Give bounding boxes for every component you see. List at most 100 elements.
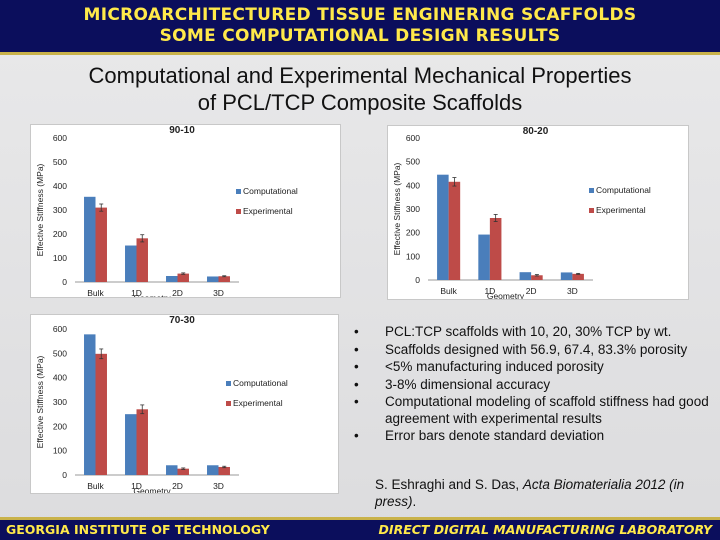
chart-70-30: 70-30 0 100 200 300 400 500 600 Effective Stiffn…: [35, 315, 288, 496]
bullet-marker: •: [354, 341, 359, 357]
bar-computational: [166, 276, 178, 282]
y-tick-label: 200: [406, 228, 420, 238]
citation-authors: S. Eshraghi and S. Das,: [375, 477, 523, 492]
legend-swatch: [226, 401, 231, 406]
slide-title-line-2: of PCL/TCP Composite Scaffolds: [197, 90, 523, 115]
bullet-item: • <5% manufacturing induced porosity: [340, 359, 710, 376]
bullet-marker: •: [354, 359, 359, 374]
bullet-marker: •: [354, 428, 359, 443]
y-tick-label: 0: [415, 275, 420, 285]
legend-swatch: [589, 188, 594, 193]
chart-title: 70-30: [169, 315, 195, 326]
bar-experimental: [95, 353, 107, 475]
x-tick-label: 2D: [172, 481, 183, 491]
slide-title-line-1: Computational and Experimental Mechanica…: [88, 63, 632, 88]
bullet-marker: •: [354, 394, 359, 409]
legend-label: Computational: [596, 185, 651, 195]
legend-swatch: [589, 208, 594, 213]
bar-computational: [84, 334, 96, 475]
x-tick-label: 1D: [131, 481, 142, 491]
legend-swatch: [236, 209, 241, 214]
bar-computational: [560, 272, 573, 280]
bar-experimental: [136, 409, 148, 475]
bullet-list: • PCL:TCP scaffolds with 10, 20, 30% TCP …: [340, 324, 710, 446]
bar-computational: [84, 196, 96, 282]
x-tick-label: Bulk: [440, 286, 457, 296]
y-tick-label: 0: [62, 470, 67, 480]
y-axis-label: Effective Stiffness (MPa): [35, 355, 45, 448]
y-tick-label: 300: [53, 397, 67, 407]
x-tick-label: Bulk: [87, 481, 104, 491]
footer-lab: DIRECT DIGITAL MANUFACTURING LABORATORY: [378, 522, 712, 537]
header-line-2: SOME COMPUTATIONAL DESIGN RESULTS: [159, 26, 561, 46]
bar-computational: [125, 245, 137, 282]
legend-label: Computational: [243, 186, 298, 196]
citation-end: .: [412, 494, 417, 509]
header-line-1: MICROARCHITECTURED TISSUE ENGINERING SCA…: [83, 5, 637, 25]
bar-experimental: [448, 181, 461, 280]
chart-panel-90-10: 90-10 0 100 200 300 400 500 600 Effective Stiffn…: [30, 124, 341, 303]
bar-experimental: [136, 238, 148, 282]
bar-computational: [207, 465, 219, 475]
bullet-text: 3-8% dimensional accuracy: [385, 376, 551, 392]
y-tick-label: 100: [53, 446, 67, 456]
citation-journal: Acta Biomaterialia 2012 (in press): [375, 477, 685, 509]
bullet-marker: •: [354, 324, 359, 339]
chart-title: 90-10: [169, 125, 195, 136]
y-tick-label: 600: [406, 133, 420, 143]
bullet-item: • Scaffolds designed with 56.9, 67.4, 83.…: [340, 342, 710, 359]
bullet-text: <5% manufacturing induced porosity: [385, 359, 604, 374]
bar-experimental: [218, 466, 230, 475]
bullet-text: PCL:TCP scaffolds with 10, 20, 30% TCP b…: [385, 324, 672, 339]
bar-experimental: [177, 468, 189, 475]
bullet-item: • 3-8% dimensional accuracy: [340, 377, 710, 394]
x-axis-label: Geometry: [133, 486, 171, 493]
y-tick-label: 0: [62, 277, 67, 287]
y-tick-label: 500: [406, 157, 420, 167]
bar-experimental: [218, 276, 230, 282]
chart-80-20: 80-20 0 100 200 300 400 500 600 Effective Stiffn…: [392, 126, 651, 301]
x-axis-label: Geometry: [133, 293, 171, 297]
bar-computational: [125, 414, 137, 475]
bar-experimental: [572, 273, 584, 280]
bar-computational: [207, 276, 219, 282]
x-tick-label: 3D: [567, 286, 578, 296]
y-tick-label: 300: [53, 205, 67, 215]
bullet-item: • Computational modeling of scaffold stif…: [340, 394, 710, 427]
footer-institution: GEORGIA INSTITUTE OF TECHNOLOGY: [6, 522, 270, 537]
bullet-text: Error bars denote standard deviation: [385, 428, 605, 443]
x-tick-label: Bulk: [87, 288, 104, 297]
x-tick-label: 1D: [131, 288, 142, 297]
bullet-text: Computational modeling of scaffold stiff…: [385, 394, 709, 426]
bullet-item: • PCL:TCP scaffolds with 10, 20, 30% TCP …: [340, 324, 710, 341]
bar-computational: [166, 465, 178, 475]
y-axis-label: Effective Stiffness (MPa): [392, 162, 402, 255]
bar-computational: [519, 272, 532, 280]
chart-panel-70-30: 70-30 0 100 200 300 400 500 600 Effective Stiffn…: [30, 314, 339, 496]
x-tick-label: 1D: [484, 286, 495, 296]
legend-label: Experimental: [233, 398, 283, 408]
header-banner: MICROARCHITECTURED TISSUE ENGINERING SCA…: [0, 0, 720, 55]
bullet-text: Scaffolds designed with 56.9, 67.4, 83.3…: [385, 341, 688, 357]
y-tick-label: 400: [53, 373, 67, 383]
y-tick-label: 200: [53, 421, 67, 431]
legend-label: Computational: [233, 378, 288, 388]
x-tick-label: 3D: [213, 481, 224, 491]
chart-title: 80-20: [523, 126, 549, 137]
x-tick-label: 3D: [213, 288, 224, 297]
bar-computational: [437, 174, 449, 280]
legend-label: Experimental: [596, 205, 646, 215]
legend-swatch: [226, 381, 231, 386]
y-tick-label: 500: [53, 157, 67, 167]
bar-experimental: [531, 275, 543, 280]
y-tick-label: 100: [406, 251, 420, 261]
bar-experimental: [489, 217, 502, 280]
footer-banner: GEORGIA INSTITUTE OF TECHNOLOGY DIRECT D…: [0, 517, 720, 540]
y-tick-label: 100: [53, 253, 67, 263]
y-tick-label: 400: [53, 181, 67, 191]
x-tick-label: 2D: [172, 288, 183, 297]
legend-label: Experimental: [243, 206, 293, 216]
y-tick-label: 500: [53, 348, 67, 358]
y-axis-label: Effective Stiffness (MPa): [35, 163, 45, 256]
legend-swatch: [236, 189, 241, 194]
